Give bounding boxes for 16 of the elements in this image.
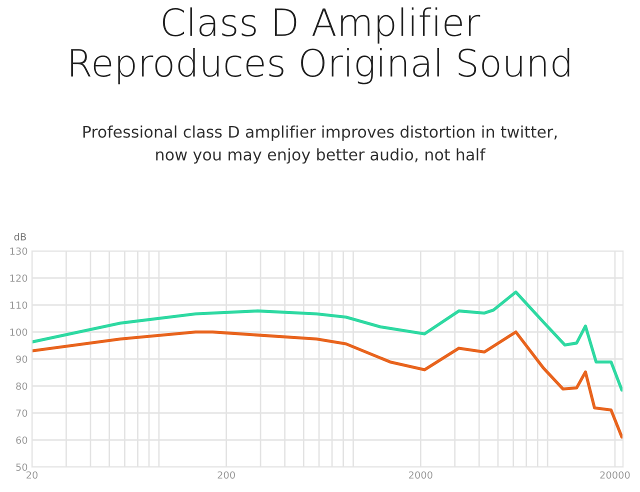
y-tick-label: 120 [10,274,28,282]
y-tick-label: 130 [10,247,28,255]
x-tick-label: 200 [218,471,235,479]
y-tick-label: 90 [16,355,28,363]
x-tick-label: 20 [26,471,38,479]
y-tick-label: 110 [10,301,28,309]
x-tick-label: 20000 [600,471,630,479]
chart-title: Class D Amplifier Reproduces Original Sound [71,7,570,84]
y-tick-label: 80 [16,382,28,390]
y-tick-label: 70 [16,409,28,417]
y-tick-label: 60 [16,436,28,444]
chart-subtitle: Professional class D amplifier improves distortion in twitter, now you may enjoy better audio, not half [83,125,557,164]
y-tick-label: 50 [16,463,28,471]
y-tick-label: 100 [10,328,28,336]
y-axis-title: dB [14,232,26,240]
x-tick-label: 2000 [408,471,432,479]
